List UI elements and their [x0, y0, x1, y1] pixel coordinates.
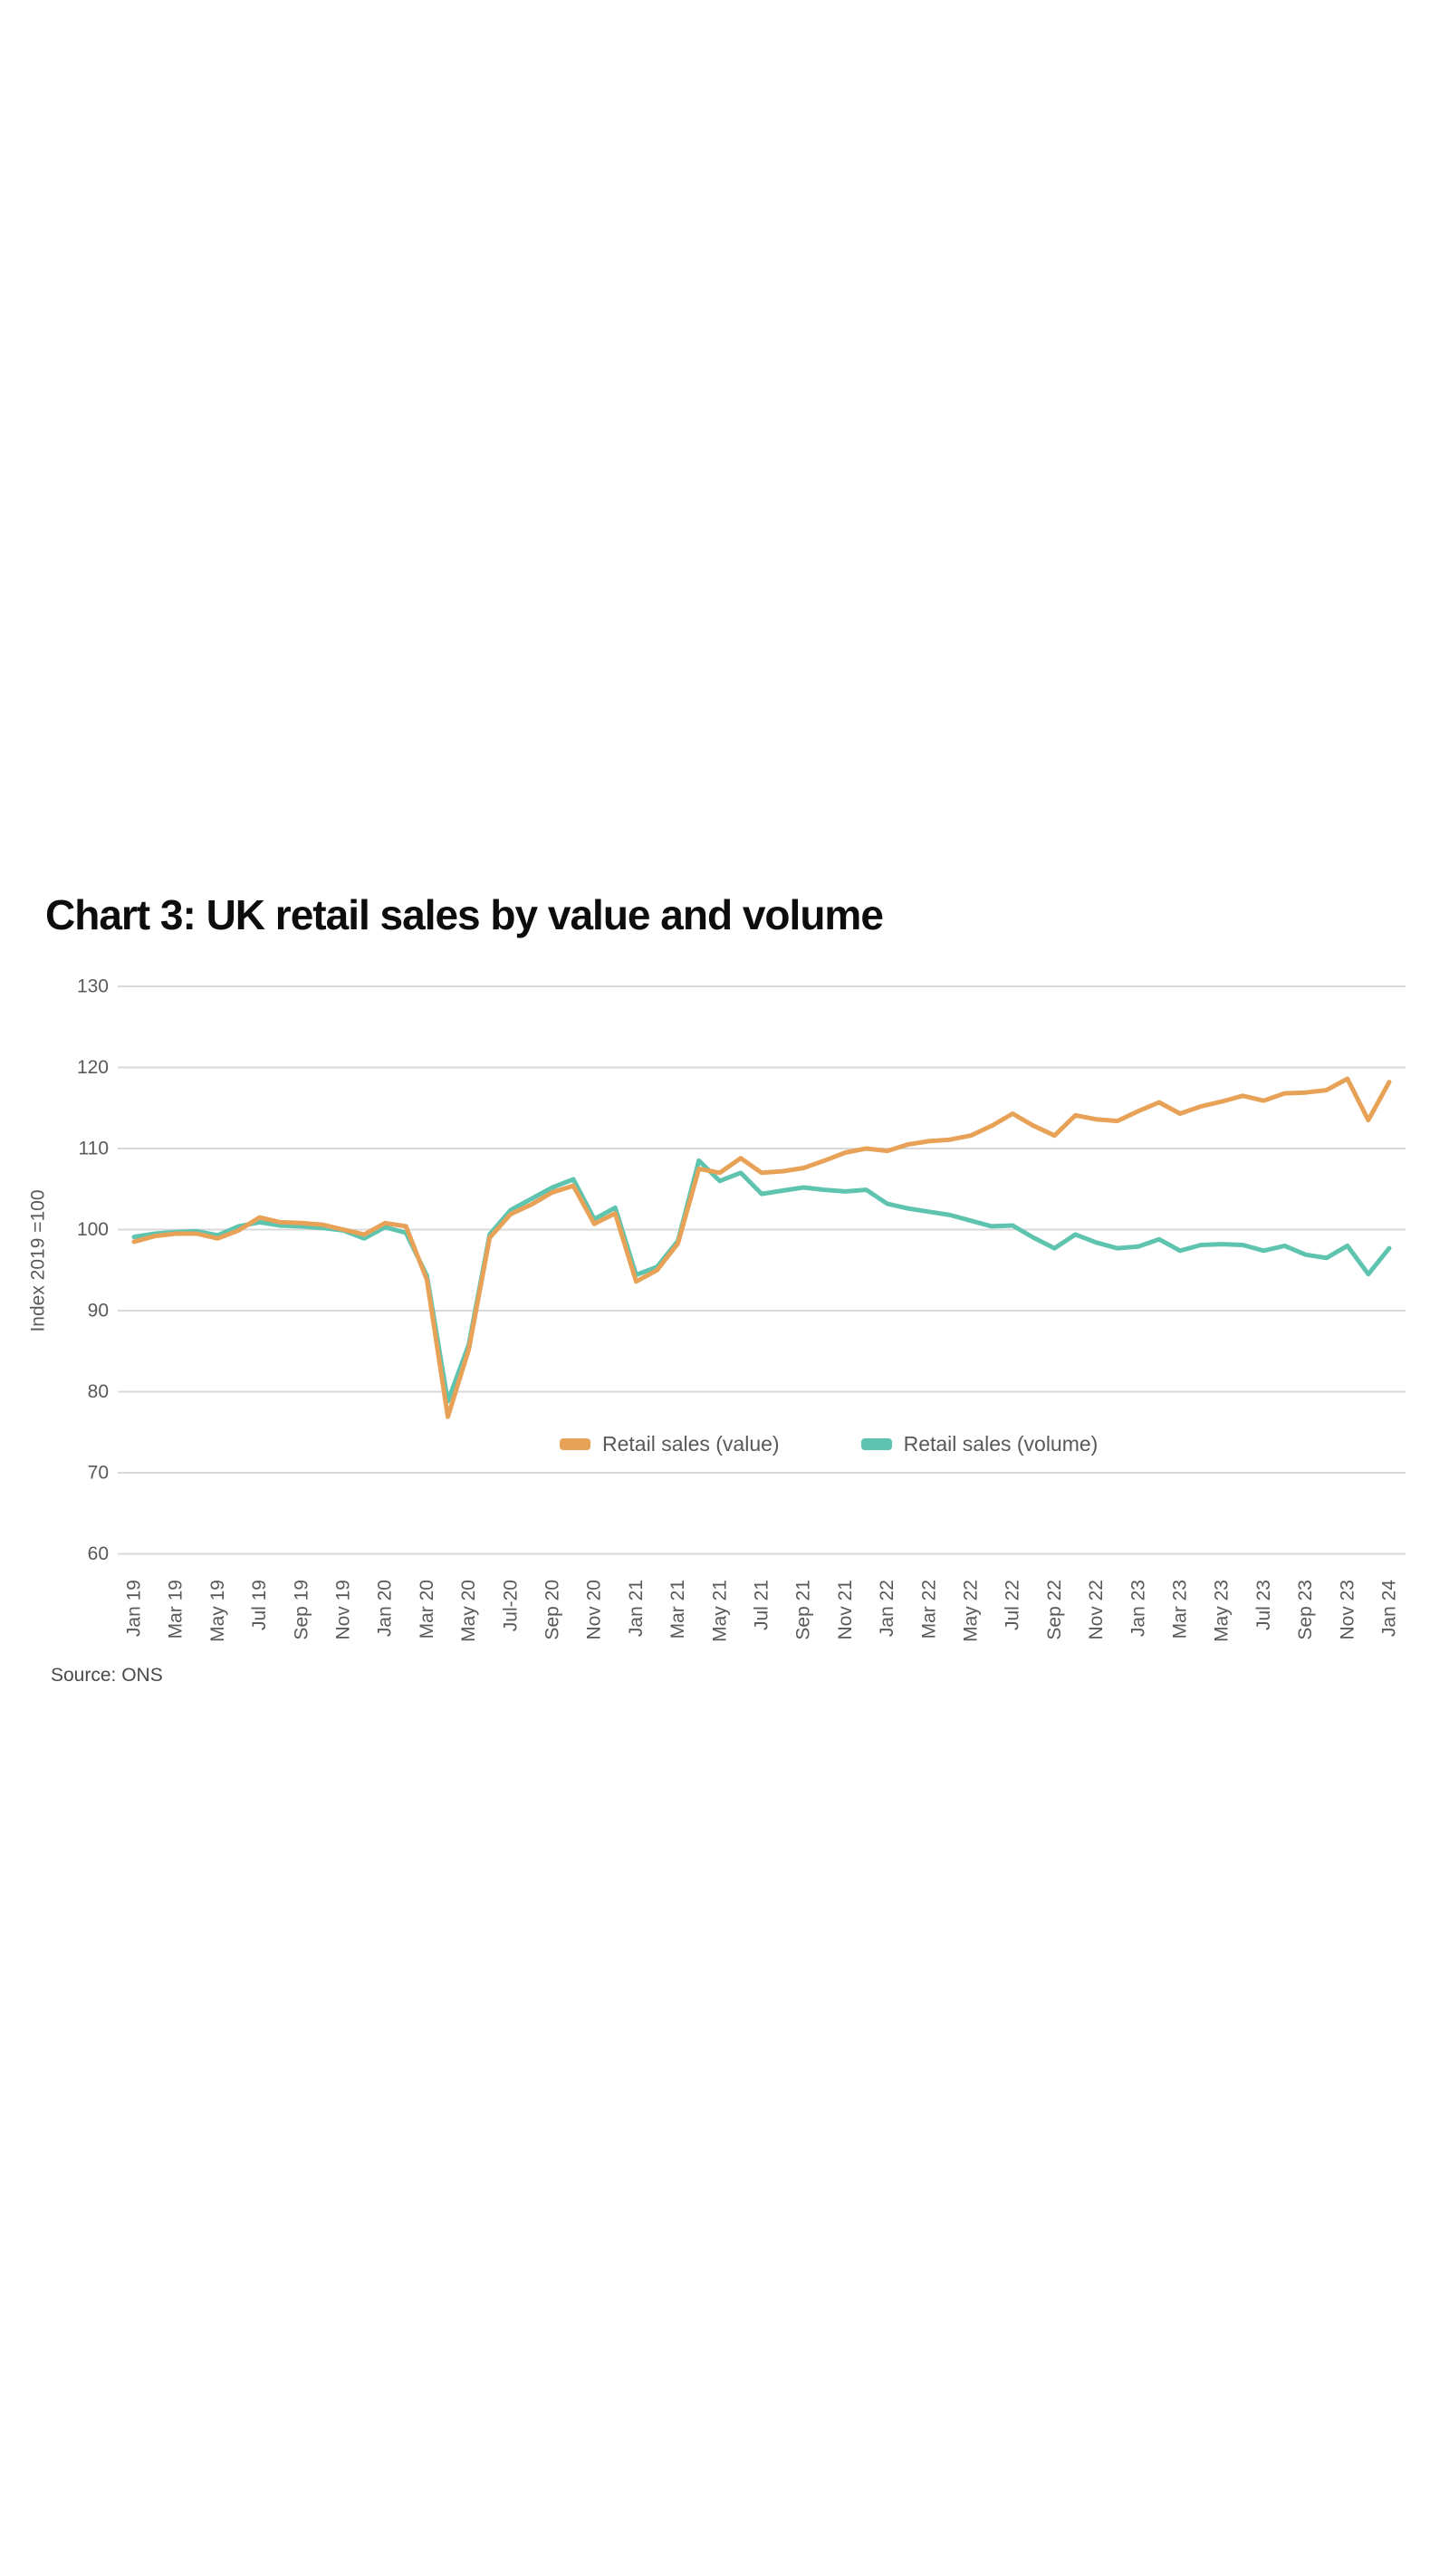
x-tick-label: Mar 23	[1170, 1580, 1191, 1639]
x-tick-label: Nov 20	[584, 1580, 605, 1640]
legend-item-volume: Retail sales (volume)	[860, 1432, 1099, 1456]
series-line-retail-sales-value	[131, 1076, 1392, 1419]
x-tick-label: Nov 19	[333, 1580, 354, 1640]
source-note: Source: ONS	[51, 1665, 163, 1686]
x-tick-label: Jul-20	[500, 1580, 521, 1631]
x-tick-label: Nov 22	[1086, 1580, 1107, 1640]
y-tick-label: 90	[88, 1301, 109, 1322]
x-tick-label: Jul 22	[1003, 1580, 1023, 1630]
volume-series-label: Retail sales (volume)	[903, 1432, 1099, 1456]
x-tick-label: Sep 20	[542, 1580, 563, 1640]
y-tick-label: 110	[79, 1139, 109, 1159]
y-tick-label: 60	[88, 1543, 109, 1564]
x-tick-label: Sep 22	[1044, 1580, 1065, 1640]
x-tick-label: Sep 21	[793, 1580, 814, 1640]
x-tick-label: Jan 22	[877, 1580, 897, 1637]
x-tick-label: Jul 21	[752, 1580, 772, 1630]
y-tick-label: 70	[88, 1463, 109, 1484]
x-tick-label: Nov 21	[835, 1580, 856, 1640]
chart-legend: Retail sales (value) Retail sales (volum…	[560, 1432, 1098, 1456]
x-tick-label: Mar 21	[667, 1580, 688, 1639]
x-tick-label: Sep 19	[291, 1580, 312, 1640]
y-axis-title: Index 2019 =100	[28, 1189, 49, 1331]
x-tick-label: Nov 23	[1337, 1580, 1358, 1640]
x-tick-label: May 19	[207, 1580, 228, 1642]
volume-series-swatch	[860, 1438, 892, 1450]
y-tick-label: 120	[77, 1057, 109, 1078]
x-tick-label: May 23	[1212, 1580, 1233, 1642]
x-tick-label: May 20	[458, 1580, 479, 1642]
value-series-label: Retail sales (value)	[602, 1432, 780, 1456]
y-tick-label: 130	[77, 976, 109, 997]
x-tick-label: Mar 20	[417, 1580, 437, 1639]
x-tick-label: May 22	[961, 1580, 982, 1642]
x-tick-label: Jul 23	[1253, 1580, 1274, 1630]
x-tick-label: Jan 19	[124, 1580, 145, 1637]
x-tick-label: Mar 19	[166, 1580, 187, 1639]
x-tick-label: Jan 24	[1379, 1580, 1400, 1637]
legend-item-value: Retail sales (value)	[560, 1432, 780, 1456]
x-tick-label: May 21	[709, 1580, 730, 1642]
x-tick-label: Jan 20	[375, 1580, 396, 1637]
chart-title: Chart 3: UK retail sales by value and vo…	[45, 891, 884, 938]
y-tick-label: 100	[77, 1219, 109, 1240]
x-tick-label: Jan 23	[1128, 1580, 1148, 1637]
x-tick-label: Jul 19	[249, 1580, 270, 1630]
x-tick-label: Jan 21	[626, 1580, 647, 1637]
value-series-swatch	[560, 1438, 590, 1450]
x-tick-label: Sep 23	[1295, 1580, 1316, 1640]
series-line-retail-sales-volume	[131, 1158, 1392, 1404]
x-tick-label: Mar 22	[918, 1580, 939, 1639]
y-tick-label: 80	[88, 1381, 109, 1402]
